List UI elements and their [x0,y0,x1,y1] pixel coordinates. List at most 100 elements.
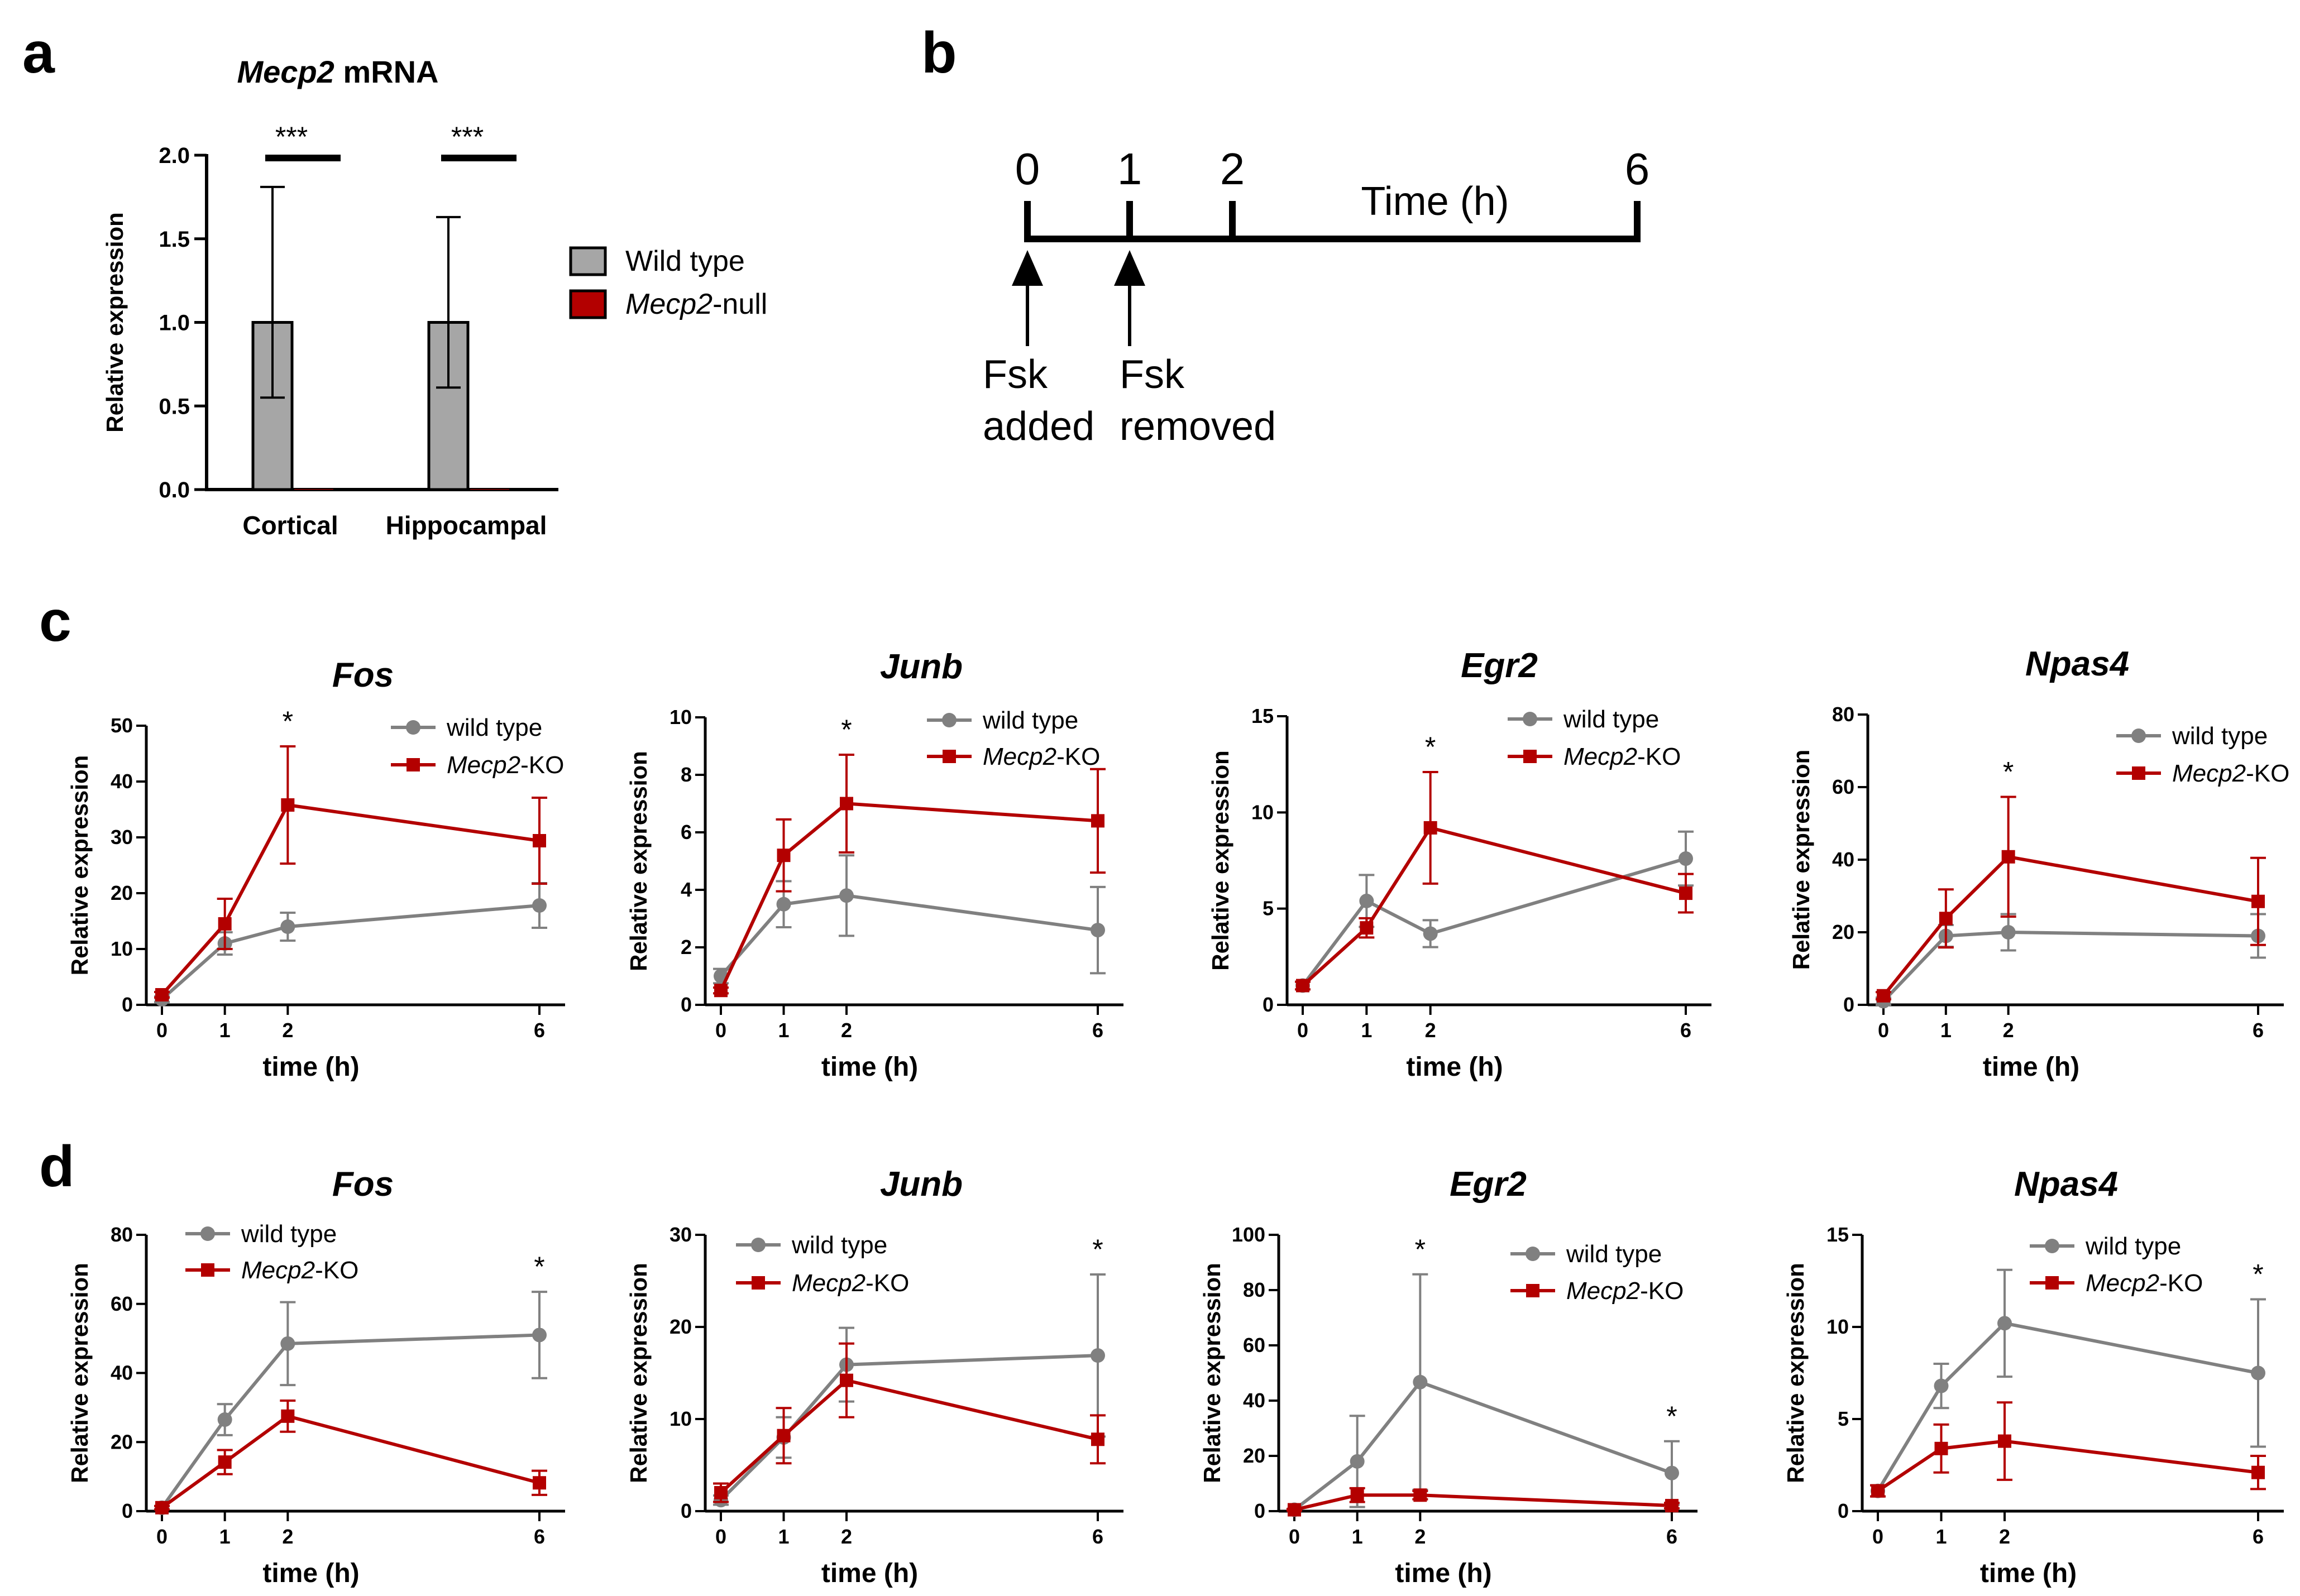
y-tick-label: 0 [1838,1499,1849,1522]
line-chart-d-npas4: Npas4 0 5 10 15 0 1 2 6 time (h) Relative expressi… [1782,1165,2284,1588]
data-point-wild-type [1413,1374,1428,1389]
y-tick-label: 2.0 [159,143,190,168]
series-line-wild-type [161,904,540,1001]
y-tick-label: 80 [111,1223,133,1246]
x-tick-label: 2 [1425,1019,1436,1042]
y-axis-label: Relative expression [1207,750,1233,971]
y-axis-label: Relative expression [625,751,652,971]
y-tick-label: 15 [1251,704,1274,727]
legend-label-wild-type: wild type [982,707,1078,734]
data-point-mecp2-ko [1679,886,1692,900]
legend-swatch-wild-type [569,246,607,276]
x-tick-label: 1 [219,1019,231,1042]
x-tick-label: 1 [219,1525,231,1548]
category-label: Hippocampal [386,511,547,540]
x-tick-label: 2 [841,1019,852,1042]
timeline: 0 1 2 6 Time (h) Fsk added Fsk removed [983,144,1649,449]
x-tick-label: 2 [841,1525,852,1548]
line-chart-c-fos: Fos 0 10 20 30 40 50 0 1 2 6 time (h) Relative expre… [66,656,565,1082]
y-axis-label: Relative expression [1199,1263,1225,1483]
y-axis-label: Relative expression [102,212,128,433]
x-tick-label: 6 [2253,1019,2264,1042]
legend-label-wild-type: wild type [1566,1240,1662,1268]
y-tick-label: 80 [1243,1278,1265,1301]
legend-label-mecp2-null-rest: -null [713,288,767,320]
legend-label-wild-type: wild type [791,1231,887,1259]
panel-letter-d: d [39,1134,75,1199]
data-point-wild-type [1350,1454,1365,1469]
y-tick-label: 10 [670,706,692,728]
data-point-mecp2-ko [1413,1488,1427,1502]
data-point-mecp2-ko [1877,989,1890,1003]
data-point-wild-type [280,1336,295,1351]
x-tick-label: 1 [778,1525,789,1548]
significance-star: * [283,706,293,737]
data-point-mecp2-ko [840,1373,853,1387]
legend-label-wild-type: wild type [241,1220,337,1248]
significance-star: * [2253,1259,2263,1290]
x-tick-label: 0 [715,1525,726,1548]
y-tick-label: 30 [670,1223,692,1246]
line-chart-d-fos: Fos 0 20 40 60 80 0 1 2 6 time (h) Relative express… [66,1165,565,1588]
y-tick-label: 0 [1254,1499,1265,1522]
x-tick-label: 0 [156,1525,168,1548]
data-point-mecp2-ko [714,984,728,998]
data-point-mecp2-ko [155,1501,169,1514]
data-point-wild-type [280,919,295,934]
arrowhead-fsk-removed [1114,250,1145,286]
x-axis-label: time (h) [821,1052,918,1082]
chart-title: Npas4 [2025,645,2129,683]
x-tick-label: 1 [1352,1525,1363,1548]
legend-label-mecp2-ko: Mecp2-KO [241,1257,358,1284]
y-axis-label: Relative expression [66,1263,93,1483]
legend-label-wild-type: wild type [2085,1233,2181,1260]
series-line-wild-type [1293,1380,1673,1511]
y-tick-label: 100 [1232,1223,1265,1246]
series-line-wild-type [160,1333,540,1509]
x-tick-label: 1 [1940,1019,1952,1042]
y-tick-label: 0.5 [159,394,190,419]
data-point-wild-type [532,898,547,913]
x-tick-label: 6 [534,1525,545,1548]
data-point-mecp2-ko [1360,921,1374,935]
x-axis-label: time (h) [262,1559,359,1588]
line-chart-c-egr2: Egr2 0 5 10 15 0 1 2 6 time (h) Relative expressio… [1207,646,1711,1082]
data-point-wild-type [1359,893,1374,908]
x-tick-label: 6 [1666,1525,1677,1548]
timeline-label-6: 6 [1625,144,1650,194]
data-point-mecp2-ko [1939,912,1953,926]
arrow-label-added-line2: added [983,404,1094,449]
chart-title: Egr2 [1461,646,1538,685]
y-tick-label: 60 [1832,775,1854,798]
y-tick-label: 1.0 [159,311,190,336]
x-axis-label: time (h) [262,1052,359,1082]
y-tick-label: 10 [111,937,133,960]
y-tick-label: 80 [1832,703,1854,726]
arrow-label-added-line1: Fsk [983,352,1048,397]
line-chart-c-npas4: Npas4 0 20 40 60 80 0 1 2 6 time (h) Relative expre… [1788,645,2289,1082]
data-point-mecp2-ko [2251,1465,2265,1479]
y-tick-label: 0 [122,993,133,1016]
series-line-mecp2-ko [1294,1493,1672,1512]
x-axis-label: time (h) [1980,1559,2077,1588]
significance-star: * [1415,1234,1426,1265]
legend-marker-wild-type [406,720,420,735]
legend-label-mecp2-ko-rest: -KO [2246,760,2289,787]
legend-marker-mecp2-ko [943,750,956,763]
timeline-label-1: 1 [1117,144,1142,194]
panel-a-title-italic: Mecp2 [237,54,334,89]
x-tick-label: 0 [1878,1019,1889,1042]
arrow-label-removed-line1: Fsk [1120,352,1185,397]
significance-star: * [2003,756,2014,788]
legend-marker-wild-type [1523,712,1537,726]
data-point-mecp2-ko [2251,894,2265,908]
x-tick-label: 2 [282,1525,293,1548]
data-point-mecp2-ko [1998,1434,2011,1448]
x-axis-label: time (h) [821,1559,918,1588]
legend-label-mecp2-ko: Mecp2-KO [983,743,1100,770]
timeline-label-0: 0 [1015,144,1040,194]
data-point-mecp2-ko [1091,814,1104,828]
data-point-mecp2-ko [533,834,546,847]
legend-marker-mecp2-ko [1526,1284,1539,1297]
